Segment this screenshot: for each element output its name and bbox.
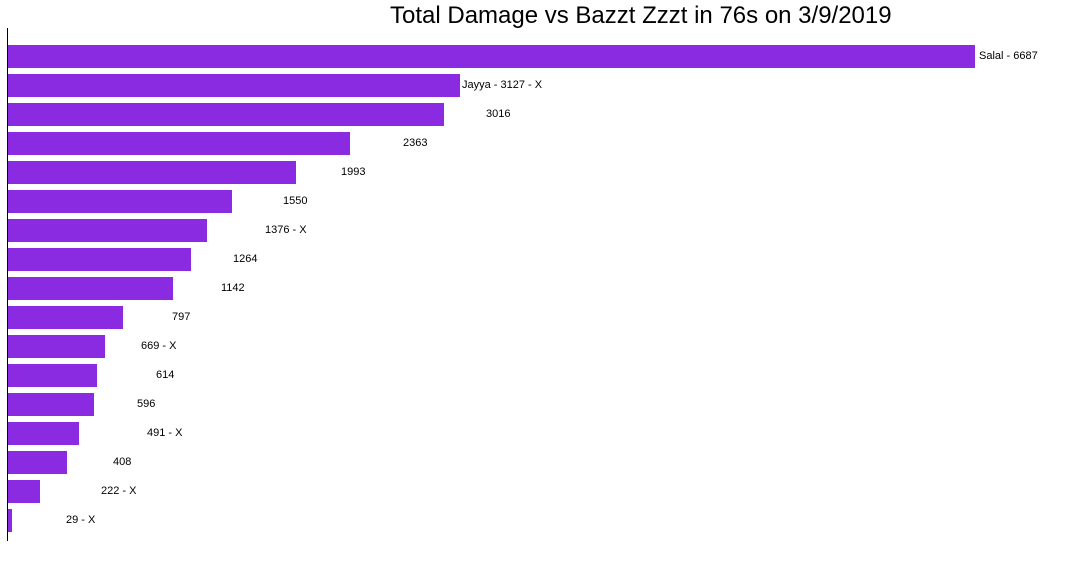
bar-label: 1142 [221,282,245,294]
chart-title: Total Damage vs Bazzt Zzzt in 76s on 3/9… [390,2,892,29]
bar [8,190,232,213]
bar-label: 1993 [341,166,366,178]
bar [8,219,207,242]
bar-label: 491 - X [147,427,183,439]
bar-label: 29 - X [66,514,96,526]
bar [8,248,191,271]
bar [8,480,40,503]
bar-label: 222 - X [101,485,137,497]
bar [8,306,123,329]
bar [8,103,444,126]
bar-label: 797 [172,311,191,323]
bar-label: 408 [113,456,132,468]
bar [8,277,173,300]
bar-label: 596 [137,398,156,410]
bar-label: 1550 [283,195,308,207]
bar [8,74,460,97]
bar [8,45,975,68]
bar-label: Salal - 6687 [979,50,1038,62]
bar [8,393,94,416]
bar-label: 2363 [403,137,428,149]
bar [8,451,67,474]
bar-label: 669 - X [141,340,177,352]
bar-label: 1264 [233,253,258,265]
bar [8,161,296,184]
bar [8,509,12,532]
bar-label: 1376 - X [265,224,307,236]
bar-label: 614 [156,369,175,381]
bar [8,132,350,155]
bar [8,422,79,445]
y-axis-line [7,28,8,541]
bar-label: 3016 [486,108,511,120]
bar-label: Jayya - 3127 - X [462,79,543,91]
bar [8,335,105,358]
bar [8,364,97,387]
